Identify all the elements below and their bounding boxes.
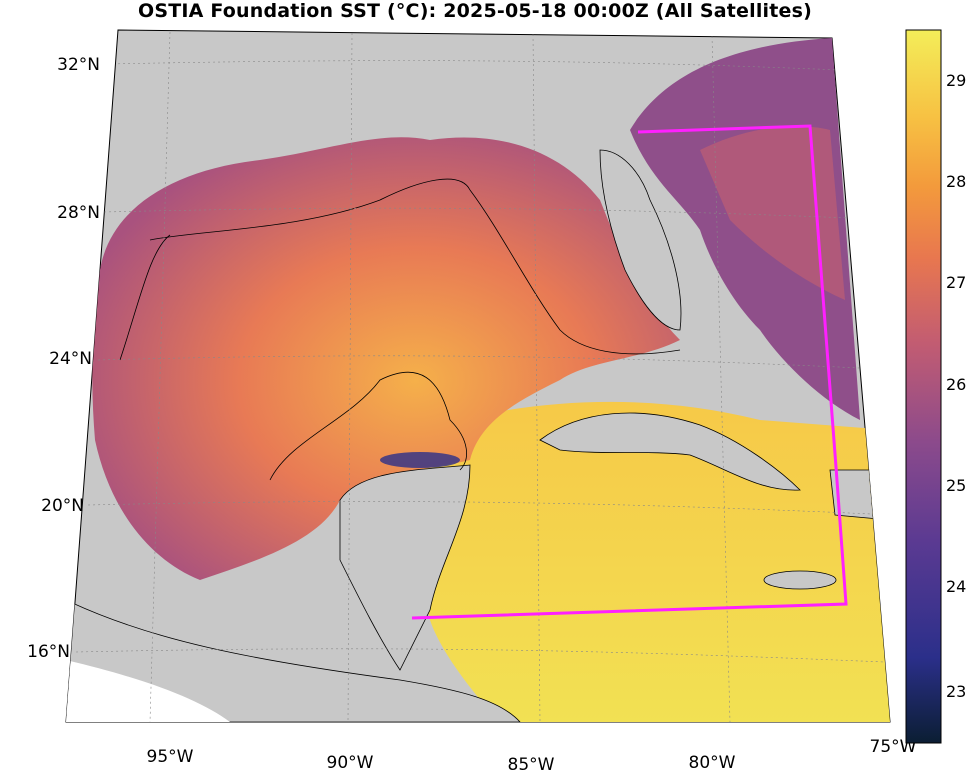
map-title: OSTIA Foundation SST (°C): 2025-05-18 00… (137, 0, 813, 22)
lat-label-16: 16°N (27, 642, 70, 662)
lon-label-75: 75°W (870, 737, 917, 757)
lon-label-85: 85°W (508, 755, 555, 774)
cuba (539, 412, 801, 491)
lon-label-90: 90°W (327, 753, 374, 773)
lon-label-80: 80°W (689, 753, 736, 773)
florida (599, 149, 682, 331)
lat-label-24: 24°N (49, 349, 92, 369)
colorbar-ticks: 29 28 27 26 25 24 23 (946, 71, 966, 701)
lat-label-28: 28°N (57, 203, 100, 223)
map-panel (65, 29, 891, 723)
region-box (411, 124, 848, 620)
colorbar: 29 28 27 26 25 24 23 (905, 29, 966, 744)
colorbar-tick-28: 28 (946, 172, 966, 191)
yucatan-land (339, 464, 471, 671)
jamaica (763, 570, 837, 590)
gulf-of-mexico (92, 137, 680, 580)
colorbar-tick-23: 23 (946, 682, 966, 701)
lat-label-20: 20°N (41, 496, 84, 516)
lon-labels: 95°W 90°W 85°W 80°W 75°W (147, 737, 917, 774)
central-america (66, 599, 521, 722)
lat-labels: 32°N 28°N 24°N 20°N 16°N (27, 55, 100, 662)
colorbar-gradient (905, 29, 942, 744)
colorbar-tick-25: 25 (946, 476, 966, 495)
colorbar-tick-26: 26 (946, 375, 966, 394)
lat-label-32: 32°N (57, 55, 100, 75)
colorbar-tick-27: 27 (946, 273, 966, 292)
lon-label-95: 95°W (147, 747, 194, 767)
colorbar-tick-29: 29 (946, 71, 966, 90)
colorbar-tick-24: 24 (946, 577, 966, 596)
